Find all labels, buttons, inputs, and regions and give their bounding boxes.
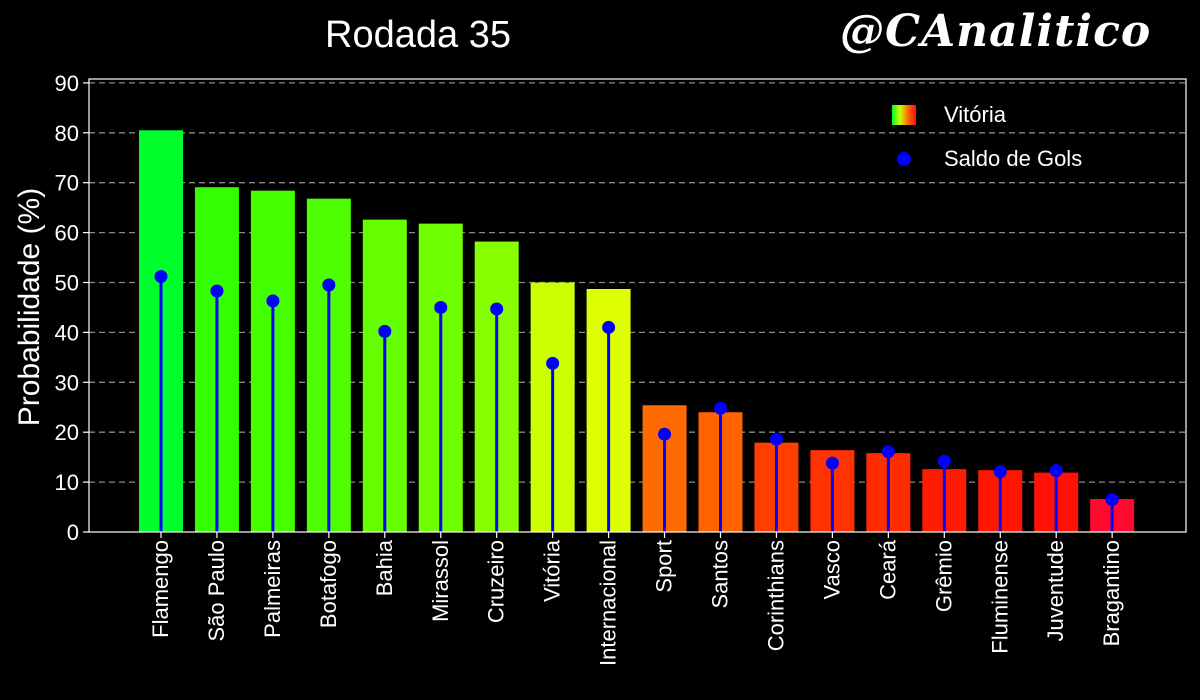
watermark-logo: @CAnalitico bbox=[840, 6, 1152, 57]
y-tick-label: 80 bbox=[55, 121, 79, 146]
bars bbox=[139, 130, 1135, 533]
legend-item-stems: Saldo de Gols bbox=[892, 144, 1082, 174]
y-tick-label: 20 bbox=[55, 420, 79, 445]
stem-marker bbox=[322, 278, 336, 292]
y-tick-label: 50 bbox=[55, 271, 79, 296]
stem-marker bbox=[825, 456, 839, 470]
legend: Vitória Saldo de Gols bbox=[892, 98, 1152, 188]
y-axis-label: Probabilidade (%) bbox=[13, 187, 46, 427]
stem-marker bbox=[769, 432, 783, 446]
x-tick-label: São Paulo bbox=[204, 540, 229, 642]
legend-label: Vitória bbox=[944, 102, 1006, 127]
x-tick-label: Internacional bbox=[596, 540, 621, 666]
stem-marker bbox=[154, 270, 168, 284]
x-tick-label: Palmeiras bbox=[260, 540, 285, 638]
stem-marker bbox=[378, 324, 392, 338]
x-tick-label: Bahia bbox=[372, 539, 397, 596]
stem-marker bbox=[993, 465, 1007, 479]
y-tick-label: 0 bbox=[67, 520, 79, 545]
stem-marker bbox=[1049, 464, 1063, 478]
x-tick-label: Botafogo bbox=[316, 540, 341, 628]
y-tick-label: 40 bbox=[55, 320, 79, 345]
plot-frame bbox=[88, 78, 1187, 533]
y-tick-label: 60 bbox=[55, 221, 79, 246]
x-tick-label: Santos bbox=[708, 540, 733, 609]
legend-marker-dot bbox=[897, 152, 911, 166]
x-tick-label: Flamengo bbox=[148, 540, 173, 638]
y-tick-label: 70 bbox=[55, 171, 79, 196]
stem-marker bbox=[266, 294, 280, 308]
stem-marker bbox=[434, 300, 448, 314]
y-tick-label: 90 bbox=[55, 71, 79, 96]
x-tick-label: Juventude bbox=[1043, 540, 1068, 642]
y-tick-labels: 0 10 20 30 40 50 60 70 80 90 bbox=[55, 71, 89, 545]
legend-item-bars: Vitória bbox=[892, 100, 1006, 130]
legend-gradient-swatch bbox=[892, 105, 916, 125]
y-tick-label: 30 bbox=[55, 370, 79, 395]
x-tick-label: Corinthians bbox=[763, 540, 788, 651]
plot-border bbox=[88, 78, 1187, 533]
x-tick-label: Fluminense bbox=[987, 540, 1012, 654]
x-tick-label: Vitória bbox=[540, 539, 565, 602]
x-tick-label: Mirassol bbox=[428, 540, 453, 622]
x-tick-label: Vasco bbox=[819, 540, 844, 600]
stem-marker bbox=[1105, 493, 1119, 507]
x-tick-label: Cruzeiro bbox=[484, 540, 509, 623]
stem-marker bbox=[210, 284, 224, 298]
chart-title: Rodada 35 bbox=[325, 14, 511, 56]
stems bbox=[154, 270, 1119, 532]
stem-marker bbox=[937, 454, 951, 468]
stem-marker bbox=[546, 356, 560, 370]
stem-marker bbox=[602, 320, 616, 334]
x-tick-labels: Flamengo São Paulo Palmeiras Botafogo Bahia M… bbox=[148, 532, 1124, 666]
legend-label: Saldo de Gols bbox=[944, 146, 1083, 171]
stem-marker bbox=[881, 445, 895, 459]
stem-marker bbox=[658, 427, 672, 441]
x-tick-label: Grêmio bbox=[931, 540, 956, 612]
x-tick-label: Bragantino bbox=[1099, 540, 1124, 646]
x-tick-label: Sport bbox=[652, 540, 677, 593]
stem-marker bbox=[714, 401, 727, 415]
y-tick-label: 10 bbox=[55, 470, 79, 495]
stem-marker bbox=[490, 302, 504, 316]
x-tick-label: Ceará bbox=[875, 539, 900, 600]
